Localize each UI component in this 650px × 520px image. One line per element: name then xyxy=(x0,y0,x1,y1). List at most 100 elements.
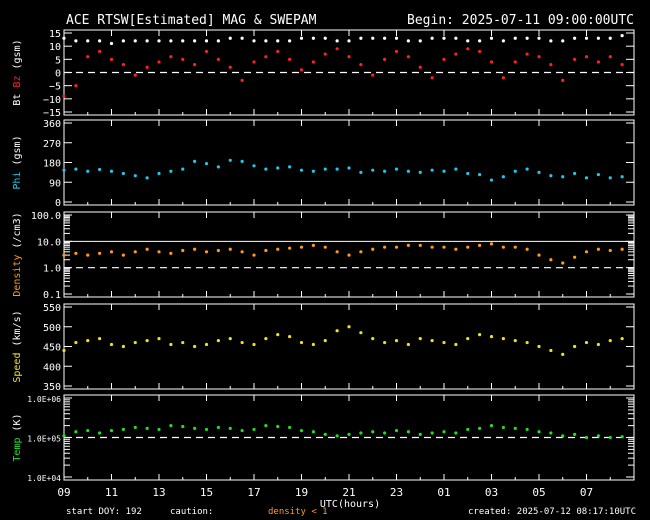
mag-point-bz xyxy=(525,52,529,56)
temp-point-temp xyxy=(394,428,399,433)
density-point-density xyxy=(169,251,173,255)
speed-point-speed xyxy=(323,338,327,343)
temp-point-temp xyxy=(359,431,363,435)
mag-series-bz xyxy=(62,47,624,98)
mag-point-bt xyxy=(121,39,125,43)
density-point-density xyxy=(478,243,482,248)
density-point-density xyxy=(311,243,315,248)
temp-point-temp xyxy=(596,434,600,438)
temp-point-temp xyxy=(181,424,185,429)
phi-point-phi xyxy=(418,170,422,174)
mag-point-bz xyxy=(608,55,612,59)
temp-point-temp xyxy=(157,427,161,432)
temp-y-axis-label: Temp (K) xyxy=(12,413,23,461)
mag-point-bz xyxy=(596,60,600,64)
speed-point-speed xyxy=(74,340,78,345)
x-tick-label: 15 xyxy=(200,486,213,499)
phi-point-phi xyxy=(86,169,90,173)
density-point-density xyxy=(596,247,600,251)
phi-point-phi xyxy=(276,166,280,170)
phi-y-tick-label: 360 xyxy=(43,119,61,130)
mag-point-bt xyxy=(371,36,375,40)
mag-point-bt xyxy=(442,36,446,40)
density-point-density xyxy=(204,250,209,254)
speed-point-speed xyxy=(620,337,624,341)
phi-point-phi xyxy=(145,176,149,180)
mag-point-bt xyxy=(157,39,161,43)
start-doy: start DOY: 192 xyxy=(66,507,142,517)
mag-point-bz xyxy=(323,52,327,56)
panel-mag: −15 −10 −5 0 5 10 15 Bt Bz (gsm) xyxy=(12,29,635,119)
speed-point-speed xyxy=(299,340,304,345)
speed-point-speed xyxy=(383,340,387,345)
density-series-density xyxy=(62,242,624,265)
density-point-density xyxy=(549,258,553,262)
speed-point-speed xyxy=(86,338,90,343)
speed-y-tick-label: 400 xyxy=(43,362,61,373)
x-tick-label: 19 xyxy=(295,486,308,499)
temp-point-temp xyxy=(109,428,114,433)
mag-point-bz xyxy=(109,57,114,61)
density-point-density xyxy=(335,250,339,254)
speed-point-speed xyxy=(537,344,541,349)
mag-point-bz xyxy=(549,63,553,67)
density-point-density xyxy=(109,250,114,254)
phi-y-tick-label: 180 xyxy=(43,159,61,170)
mag-y-tick-label: −10 xyxy=(43,95,61,106)
speed-point-speed xyxy=(204,342,209,347)
density-point-density xyxy=(133,250,137,254)
mag-point-bz xyxy=(359,63,363,67)
mag-point-bz xyxy=(252,60,256,64)
density-point-density xyxy=(454,247,458,251)
phi-point-phi xyxy=(157,171,161,176)
phi-point-phi xyxy=(62,168,66,172)
x-axis: 09 11 13 15 17 19 21 23 01 03 05 07 xyxy=(57,30,611,499)
temp-point-temp xyxy=(74,430,78,434)
mag-point-bt xyxy=(311,36,315,40)
mag-point-bt xyxy=(584,36,589,40)
mag-point-bt xyxy=(359,36,363,40)
phi-point-phi xyxy=(74,167,78,171)
speed-y-tick-label: 500 xyxy=(43,323,61,334)
density-point-density xyxy=(466,245,470,249)
temp-label-name: Temp xyxy=(12,438,23,462)
temp-point-temp xyxy=(501,425,505,430)
x-tick-label: 21 xyxy=(342,486,355,499)
mag-point-bz xyxy=(442,57,446,61)
speed-point-speed xyxy=(264,337,268,341)
speed-point-speed xyxy=(157,337,161,341)
density-y-tick-label: 100.0 xyxy=(31,211,61,222)
speed-point-speed xyxy=(216,338,220,343)
mag-point-bt xyxy=(62,36,66,40)
mag-point-bt xyxy=(561,39,565,43)
mag-point-bt xyxy=(335,39,339,43)
caution-note: density < 1 xyxy=(268,507,328,517)
speed-point-speed xyxy=(549,348,553,353)
temp-point-temp xyxy=(489,424,494,428)
x-tick-label: 17 xyxy=(247,486,260,499)
mag-point-bt xyxy=(454,36,458,40)
density-label-name: Density xyxy=(12,255,23,297)
temp-point-temp xyxy=(608,435,612,440)
mag-point-bt xyxy=(394,36,399,40)
density-y-tick-label: 0.1 xyxy=(43,290,61,301)
density-point-density xyxy=(299,245,304,249)
density-point-density xyxy=(228,247,232,251)
speed-point-speed xyxy=(133,340,137,345)
density-y-tick-label: 10.0 xyxy=(37,237,61,248)
x-tick-label: 09 xyxy=(57,486,70,499)
mag-label-bt: Bt xyxy=(12,88,23,106)
speed-point-speed xyxy=(525,340,529,345)
mag-point-bt xyxy=(74,39,78,43)
temp-point-temp xyxy=(204,427,209,432)
x-tick-label: 11 xyxy=(105,486,118,499)
temp-point-temp xyxy=(276,424,280,429)
mag-point-bz xyxy=(228,65,232,69)
phi-point-phi xyxy=(383,169,387,173)
mag-point-bz xyxy=(181,57,185,61)
mag-y-axis-label: Bt Bz (gsm) xyxy=(12,39,23,105)
temp-point-temp xyxy=(323,432,327,436)
created-time: created: 2025-07-12 08:17:10UTC xyxy=(468,507,636,517)
phi-point-phi xyxy=(299,168,304,172)
mag-point-bt xyxy=(98,39,102,43)
